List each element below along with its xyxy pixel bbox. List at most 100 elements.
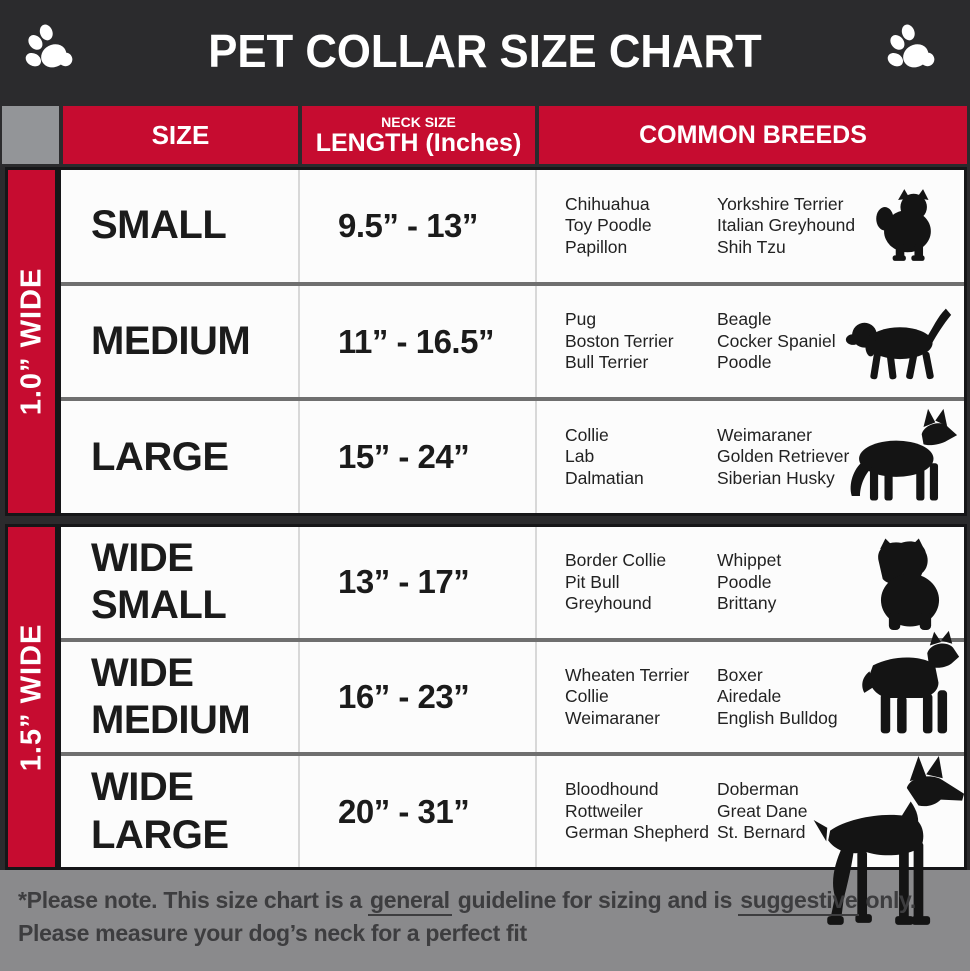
- title-bar: PET COLLAR SIZE CHART: [0, 0, 970, 103]
- breed-name: Shih Tzu: [717, 236, 786, 257]
- breeds-cell: Wheaten Terrier Collie Weimaraner Boxer …: [535, 630, 964, 753]
- footer-text-segment: *Please note. This size chart is a: [18, 887, 368, 913]
- breed-name: Wheaten Terrier: [565, 664, 690, 685]
- breed-name: Toy Poodle: [565, 215, 652, 236]
- breed-list-2: Yorkshire Terrier Italian Greyhound Shih…: [717, 194, 877, 259]
- breed-list-2: Boxer Airedale English Bulldog: [717, 665, 877, 730]
- breed-name: Papillon: [565, 236, 628, 257]
- table-row-small: SMALL 9.5” - 13” Chihuahua Toy Poodle Pa…: [61, 170, 964, 282]
- breed-list-2: Weimaraner Golden Retriever Siberian Hus…: [717, 425, 877, 490]
- breed-name: Boston Terrier: [565, 330, 674, 351]
- footer-text-segment: only.: [859, 887, 916, 913]
- breed-name: Brittany: [717, 593, 777, 614]
- width-band-label: 1.5” WIDE: [15, 623, 47, 771]
- beagle-dog-icon: [845, 308, 952, 380]
- breed-name: Airedale: [717, 686, 782, 707]
- breed-name: Bull Terrier: [565, 352, 649, 373]
- breed-name: Bloodhound: [565, 779, 659, 800]
- breeds-cell: Chihuahua Toy Poodle Papillon Yorkshire …: [535, 170, 964, 282]
- table-header-row: SIZE NECK SIZE LENGTH (Inches) COMMON BR…: [2, 106, 967, 164]
- neck-size-value: 16” - 23”: [298, 641, 535, 753]
- breed-name: Italian Greyhound: [717, 215, 856, 236]
- breed-name: Whippet: [717, 550, 782, 571]
- breed-name: Cocker Spaniel: [717, 330, 836, 351]
- breed-name: Beagle: [717, 309, 772, 330]
- size-label: LARGE: [91, 434, 229, 479]
- breeds-cell: Bloodhound Rottweiler German Shepherd Do…: [535, 756, 964, 868]
- column-header-size: SIZE: [63, 106, 298, 164]
- breed-name: Rottweiler: [565, 800, 643, 821]
- neck-size-value: 13” - 17”: [298, 527, 535, 638]
- breed-name: St. Bernard: [717, 822, 806, 843]
- breed-name: Siberian Husky: [717, 467, 835, 488]
- size-label: WIDE LARGE: [91, 765, 229, 857]
- paw-icon: [25, 24, 73, 68]
- section-1-inch-wide: 1.0” WIDE SMALL 9.5” - 13” Chihuahua Toy…: [5, 167, 967, 516]
- doberman-dog-icon: [813, 755, 965, 925]
- breed-name: Dalmatian: [565, 467, 644, 488]
- breed-list-1: Pug Boston Terrier Bull Terrier: [565, 309, 717, 374]
- breed-list-1: Bloodhound Rottweiler German Shepherd: [565, 779, 717, 844]
- neck-size-value: 20” - 31”: [298, 756, 535, 868]
- breed-list-2: Doberman Great Dane St. Bernard: [717, 779, 877, 844]
- neck-size-value: 9.5” - 13”: [298, 170, 535, 282]
- header-corner-cell: [2, 106, 59, 164]
- section-rows: WIDE SMALL 13” - 17” Border Collie Pit B…: [58, 524, 967, 870]
- footer-note-line2: Please measure your dog’s neck for a per…: [18, 919, 527, 946]
- breed-name: English Bulldog: [717, 707, 838, 728]
- width-band-1.0: 1.0” WIDE: [5, 167, 58, 516]
- breed-name: Pug: [565, 309, 597, 330]
- footer-note-line1: *Please note. This size chart is a gener…: [18, 884, 958, 917]
- column-header-common-breeds: COMMON BREEDS: [539, 106, 967, 164]
- breed-list-2: Beagle Cocker Spaniel Poodle: [717, 309, 877, 374]
- table-row-medium: MEDIUM 11” - 16.5” Pug Boston Terrier Bu…: [61, 281, 964, 398]
- breed-name: Golden Retriever: [717, 446, 850, 467]
- footer-background: [0, 870, 970, 971]
- breed-name: Chihuahua: [565, 193, 650, 214]
- footer-underlined-word: general: [368, 887, 452, 916]
- width-band-1.5: 1.5” WIDE: [5, 524, 58, 870]
- table-row-large: LARGE 15” - 24” Collie Lab Dalmatian Wei…: [61, 397, 964, 514]
- breed-name: Weimaraner: [717, 424, 812, 445]
- page-title: PET COLLAR SIZE CHART: [208, 25, 762, 77]
- breed-name: Boxer: [717, 664, 763, 685]
- footer-note: *Please note. This size chart is a gener…: [18, 884, 958, 949]
- neck-size-value: 15” - 24”: [298, 401, 535, 514]
- size-label: WIDE MEDIUM: [91, 650, 251, 742]
- bulldog-dog-icon: [878, 538, 940, 631]
- breed-name: Great Dane: [717, 800, 808, 821]
- breed-name: Pit Bull: [565, 571, 620, 592]
- column-header-neck-size: NECK SIZE LENGTH (Inches): [302, 106, 535, 164]
- footer-text-segment: guideline for sizing and is: [451, 887, 739, 913]
- breed-list-1: Wheaten Terrier Collie Weimaraner: [565, 665, 717, 730]
- section-1.5-inch-wide: 1.5” WIDE WIDE SMALL 13” - 17” Border Co…: [5, 524, 967, 870]
- breeds-cell: Pug Boston Terrier Bull Terrier Beagle C…: [535, 285, 964, 398]
- breed-name: Doberman: [717, 779, 799, 800]
- breed-list-2: Whippet Poodle Brittany: [717, 550, 877, 615]
- breed-name: Greyhound: [565, 593, 652, 614]
- breed-name: Border Collie: [565, 550, 667, 571]
- neck-size-value: 11” - 16.5”: [298, 285, 535, 398]
- width-band-label: 1.0” WIDE: [15, 267, 47, 416]
- breeds-cell: Collie Lab Dalmatian Weimaraner Golden R…: [535, 401, 964, 514]
- column-header-neck-main: LENGTH (Inches): [315, 128, 522, 157]
- breed-name: German Shepherd: [565, 822, 709, 843]
- paw-icon: [887, 24, 935, 68]
- shepherd-dog-icon: [850, 409, 958, 501]
- breed-name: Poodle: [717, 352, 772, 373]
- column-header-neck-sub: NECK SIZE: [381, 113, 456, 130]
- size-label: SMALL: [91, 203, 227, 248]
- breed-list-1: Border Collie Pit Bull Greyhound: [565, 550, 717, 615]
- pomeranian-dog-icon: [876, 189, 931, 261]
- breed-name: Poodle: [717, 571, 772, 592]
- size-label: WIDE SMALL: [91, 536, 227, 628]
- footer-underlined-word: suggestive: [738, 887, 860, 916]
- pitbull-dog-icon: [862, 630, 960, 734]
- size-label: MEDIUM: [91, 318, 251, 363]
- breed-list-1: Collie Lab Dalmatian: [565, 425, 717, 490]
- section-rows: SMALL 9.5” - 13” Chihuahua Toy Poodle Pa…: [58, 167, 967, 516]
- breeds-cell: Border Collie Pit Bull Greyhound Whippet…: [535, 527, 964, 638]
- breed-name: Yorkshire Terrier: [717, 193, 844, 214]
- breed-name: Lab: [565, 446, 595, 467]
- breed-list-1: Chihuahua Toy Poodle Papillon: [565, 194, 717, 259]
